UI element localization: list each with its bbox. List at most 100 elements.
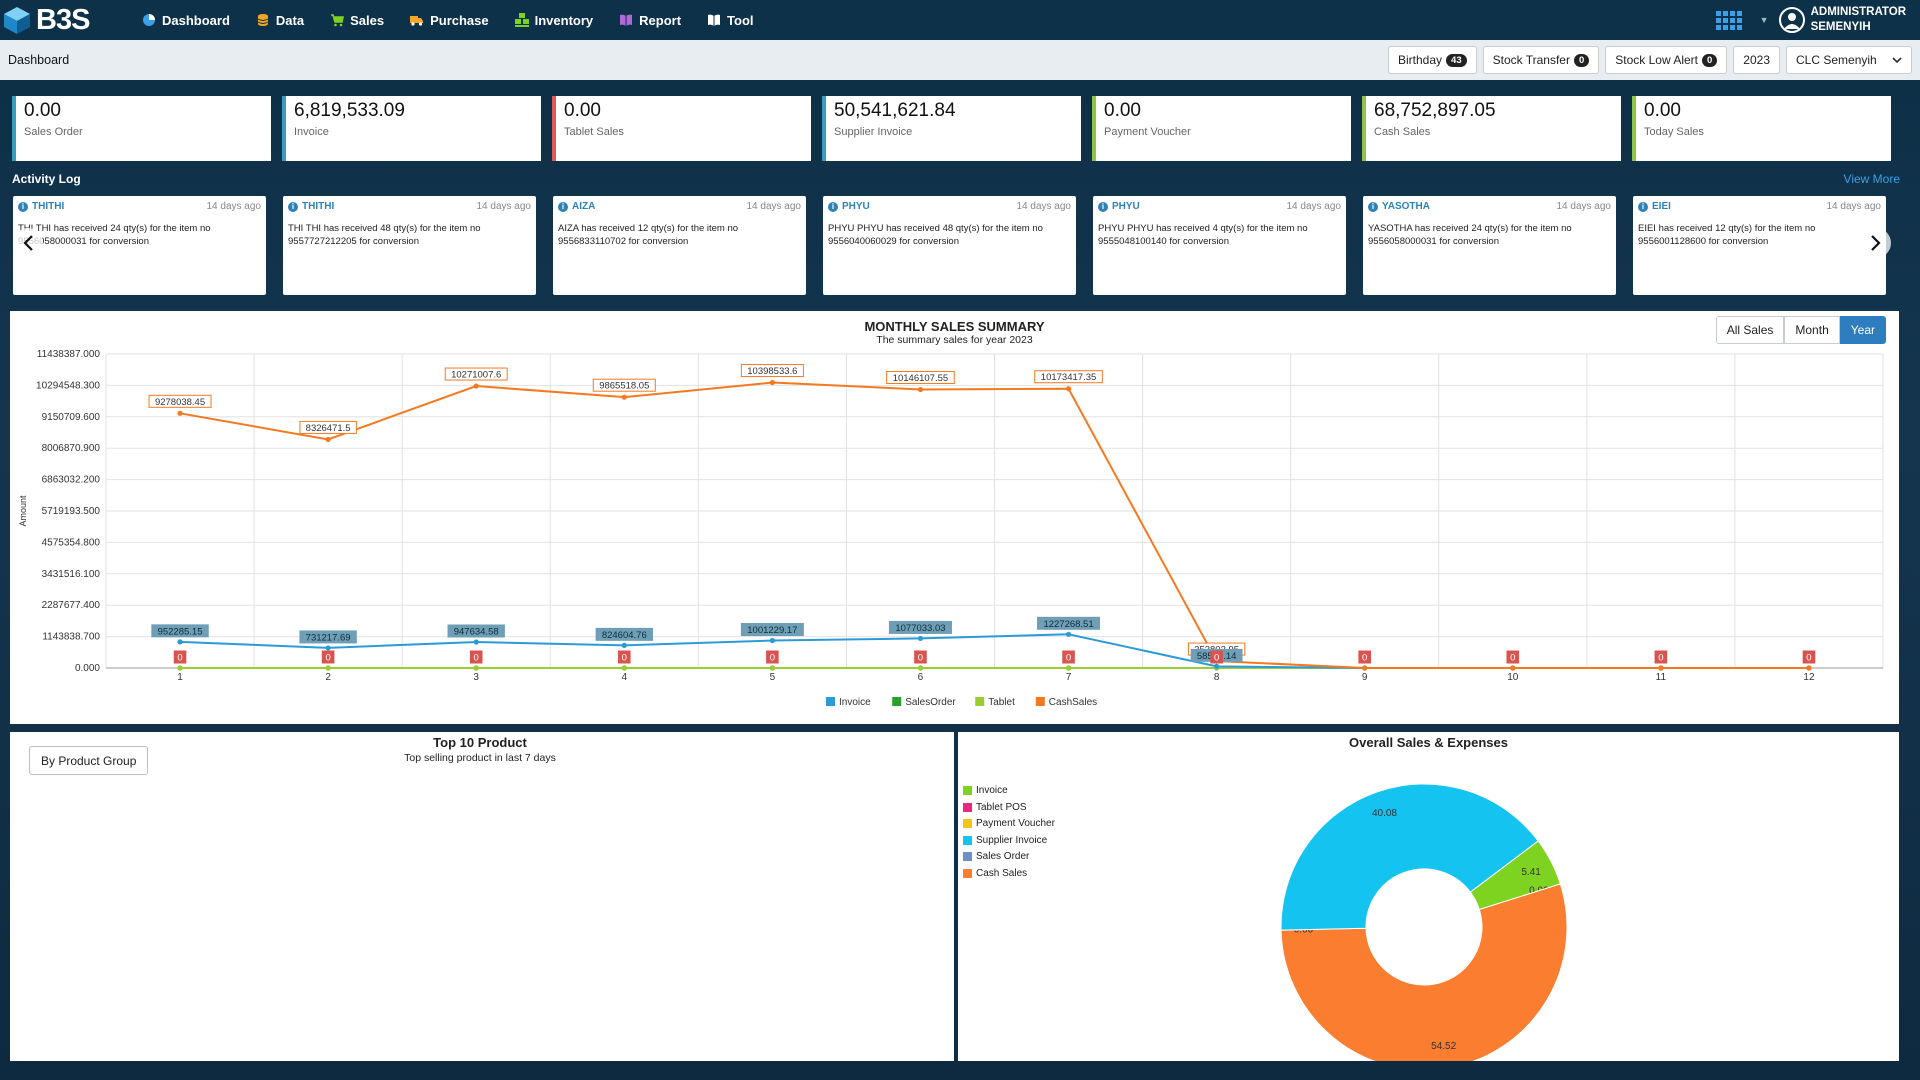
view-more-link[interactable]: View More — [1843, 172, 1900, 186]
activity-user: PHYU — [842, 201, 870, 212]
stat-label: Cash Sales — [1374, 126, 1431, 138]
main-menu: Dashboard Data Sales Purchase Inventory … — [142, 0, 780, 40]
y-tick-label: 1143838.700 — [42, 632, 100, 643]
stat-card-invoice[interactable]: 6,819,533.09 Invoice — [282, 96, 541, 161]
x-tick-label: 10 — [1507, 672, 1519, 683]
legend-swatch — [963, 802, 972, 812]
data-point-tablet — [325, 665, 331, 671]
stat-label: Supplier Invoice — [834, 126, 913, 138]
carousel-prev-button[interactable] — [13, 228, 43, 258]
pie-legend-item[interactable]: Payment Voucher — [963, 818, 1055, 829]
activity-card[interactable]: i PHYU 14 days ago PHYU PHYU has received 4… — [1093, 196, 1346, 295]
pie-legend-item[interactable]: Invoice — [963, 785, 1055, 796]
data-label: 824604.76 — [595, 627, 653, 641]
stat-card-today-sales[interactable]: 0.00 Today Sales — [1632, 96, 1891, 161]
top10-title: Top 10 Product — [433, 735, 527, 750]
data-label-text: 0 — [1806, 653, 1811, 664]
nav-purchase[interactable]: Purchase — [410, 0, 489, 40]
year-button[interactable]: 2023 — [1733, 46, 1780, 74]
nav-label: Sales — [350, 12, 385, 28]
legend-label: Tablet — [988, 697, 1015, 708]
nav-data[interactable]: Data — [256, 0, 304, 40]
data-label-box — [1037, 616, 1101, 630]
x-tick-label: 4 — [622, 672, 628, 683]
legend-label: CashSales — [1049, 697, 1097, 708]
pie-legend-item[interactable]: Cash Sales — [963, 868, 1055, 879]
stat-card-tablet-sales[interactable]: 0.00 Tablet Sales — [552, 96, 811, 161]
legend-label: Sales Order — [976, 851, 1030, 862]
y-tick-label: 2287677.400 — [42, 600, 101, 611]
stock-transfer-button[interactable]: Stock Transfer 0 — [1482, 46, 1600, 74]
activity-card[interactable]: i THITHI 14 days ago THI THI has received 4… — [283, 196, 536, 295]
data-label-text: 10146107.55 — [893, 373, 948, 384]
logo-text: B3S — [36, 3, 90, 36]
x-tick-label: 6 — [918, 672, 924, 683]
activity-card[interactable]: i THITHI 14 days ago THI THI has received 2… — [13, 196, 266, 295]
data-label-box — [299, 420, 357, 434]
user-avatar-icon[interactable] — [1778, 7, 1805, 33]
pie-legend-item[interactable]: Tablet POS — [963, 802, 1055, 813]
stock-low-alert-button[interactable]: Stock Low Alert 0 — [1605, 46, 1728, 74]
pie-legend: Invoice Tablet POS Payment Voucher Supplier… — [963, 785, 1055, 884]
legend-item: Tablet — [975, 697, 1015, 708]
pie-legend-item[interactable]: Sales Order — [963, 851, 1055, 862]
year-toggle-button[interactable]: Year — [1839, 316, 1886, 344]
year-label: 2023 — [1743, 53, 1770, 67]
legend-label: Supplier Invoice — [976, 834, 1048, 846]
nav-tool[interactable]: Tool — [707, 0, 754, 40]
user-name[interactable]: ADMINISTRATOR SEMENYIH — [1811, 5, 1906, 35]
data-label-text: 10173417.35 — [1041, 372, 1096, 383]
by-product-group-button[interactable]: By Product Group — [29, 746, 149, 775]
stat-value: 0.00 — [24, 100, 61, 121]
nav-report[interactable]: Report — [619, 0, 681, 40]
activity-card[interactable]: i YASOTHA 14 days ago YASOTHA has received … — [1363, 196, 1616, 295]
data-label-text: 0 — [177, 653, 182, 664]
nav-sales[interactable]: Sales — [330, 0, 384, 40]
activity-time: 14 days ago — [1286, 201, 1342, 212]
data-label-box — [740, 364, 804, 378]
y-tick-label: 8006870.900 — [42, 443, 101, 454]
nav-label: Report — [639, 12, 682, 28]
y-tick-label: 9150709.600 — [42, 412, 101, 423]
stat-value: 0.00 — [564, 100, 601, 121]
apps-grid-icon[interactable] — [1715, 10, 1742, 30]
activity-card[interactable]: i EIEI 14 days ago EIEI has received 12 qty… — [1633, 196, 1886, 295]
stat-card-supplier-invoice[interactable]: 50,541,621.84 Supplier Invoice — [822, 96, 1081, 161]
activity-user: EIEI — [1652, 201, 1671, 212]
stat-card-payment-voucher[interactable]: 0.00 Payment Voucher — [1092, 96, 1351, 161]
birthday-button[interactable]: Birthday 43 — [1388, 46, 1477, 74]
donut-slice-supplier-invoice — [1280, 783, 1539, 931]
nav-inventory[interactable]: Inventory — [514, 0, 593, 40]
all-sales-button[interactable]: All Sales — [1715, 316, 1785, 344]
month-button[interactable]: Month — [1784, 316, 1840, 344]
activity-time: 14 days ago — [1016, 201, 1072, 212]
pie-chart-icon — [143, 14, 155, 26]
pie-legend-item[interactable]: Supplier Invoice — [963, 835, 1055, 846]
data-label: 1001229.17 — [740, 623, 804, 637]
book-icon — [620, 14, 633, 26]
stat-card-cash-sales[interactable]: 68,752,897.05 Cash Sales — [1362, 96, 1621, 161]
stat-card-sales-order[interactable]: 0.00 Sales Order — [12, 96, 271, 161]
legend-label: Invoice — [976, 785, 1008, 796]
branch-select[interactable]: CLC Semenyih — [1786, 46, 1912, 74]
x-tick-label: 3 — [473, 672, 479, 683]
dropdown-caret-icon[interactable]: ▼ — [1759, 15, 1769, 25]
carousel-next-button[interactable] — [1861, 228, 1891, 258]
data-label-text: 0 — [1658, 653, 1663, 664]
legend-swatch — [963, 852, 972, 861]
activity-user: THITHI — [302, 201, 335, 212]
data-label-box — [469, 650, 483, 664]
activity-card[interactable]: i PHYU 14 days ago PHYU PHYU has received 4… — [823, 196, 1076, 295]
data-point-cashsales — [1065, 386, 1072, 392]
activity-message: THI THI has received 24 qty(s) for the i… — [18, 223, 211, 247]
app-logo[interactable]: B3S — [2, 4, 132, 37]
data-point-cashsales — [1510, 665, 1516, 671]
nav-dashboard[interactable]: Dashboard — [142, 0, 230, 40]
series-line-cashsales — [179, 381, 1809, 669]
slice-label: 5.41 — [1521, 867, 1541, 878]
data-point-invoice — [1214, 663, 1220, 669]
data-label: 0 — [321, 650, 335, 664]
activity-message: PHYU PHYU has received 48 qty(s) for the… — [828, 223, 1043, 247]
y-tick-label: 6863032.200 — [42, 475, 101, 486]
activity-card[interactable]: i AIZA 14 days ago AIZA has received 12 qty… — [553, 196, 806, 295]
